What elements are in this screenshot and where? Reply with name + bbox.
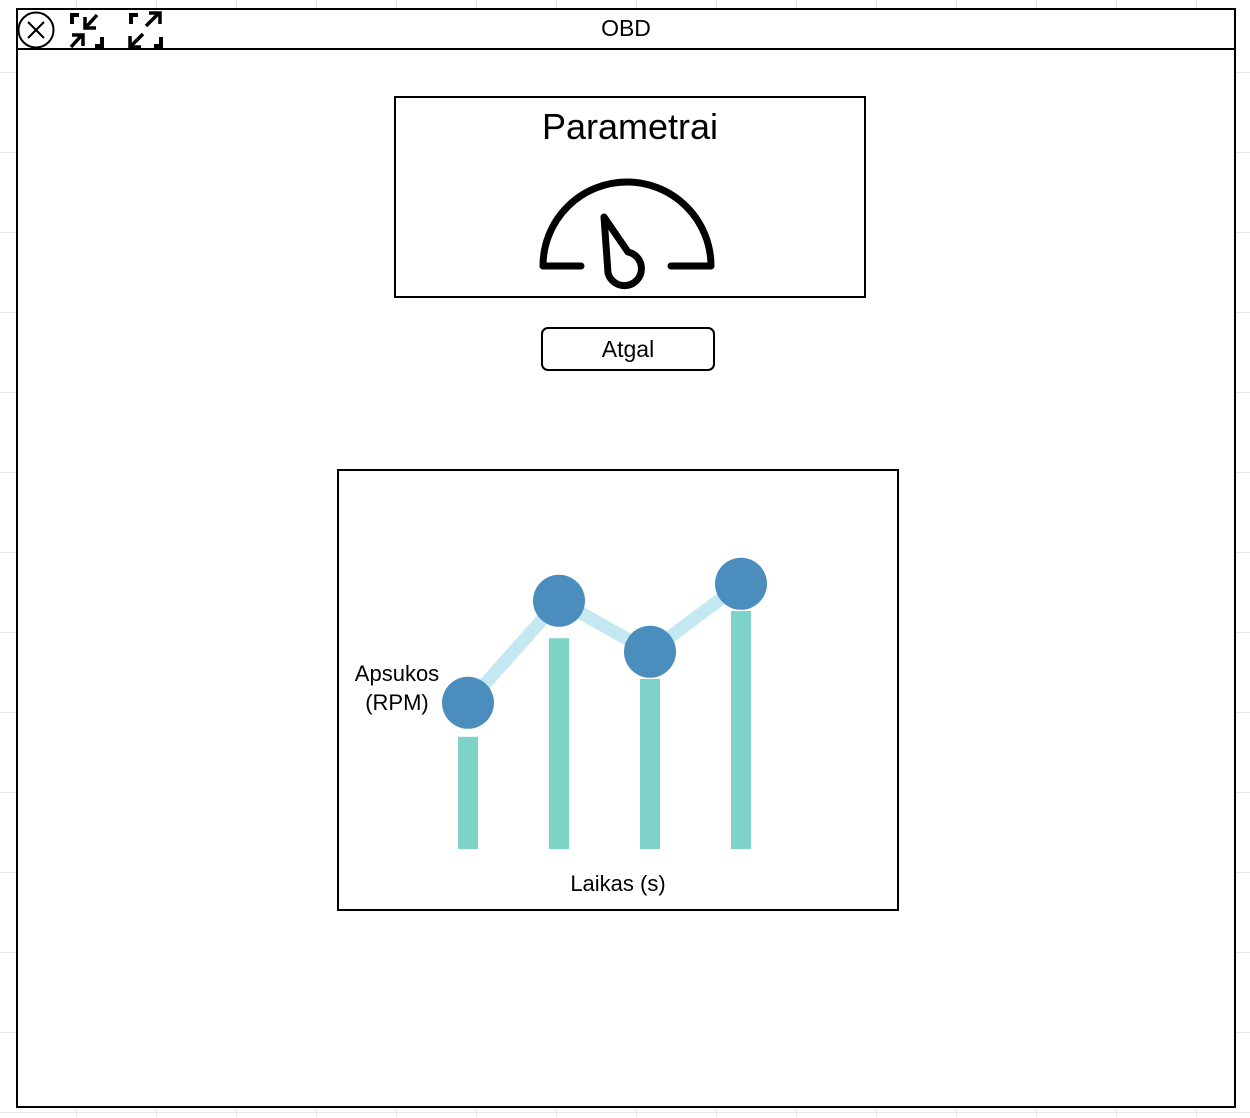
parameters-card[interactable]: Parametrai (394, 96, 866, 298)
shrink-icon (69, 13, 104, 49)
chart-bar (640, 679, 660, 849)
back-button[interactable]: Atgal (541, 327, 715, 371)
chart-line (463, 578, 745, 708)
parameters-title: Parametrai (541, 106, 719, 147)
shrink-button[interactable] (66, 10, 108, 50)
chart-x-axis-label: Laikas (s) (570, 871, 666, 896)
chart-point (624, 625, 676, 678)
close-button[interactable] (16, 10, 58, 50)
chart-bar (731, 611, 751, 849)
obd-window: OBD Parametrai Atgal Apsukos (RPM) Laika… (16, 8, 1236, 1108)
rpm-chart: Apsukos (RPM) Laikas (s) (337, 469, 899, 911)
expand-icon (128, 11, 163, 49)
window-titlebar: OBD (16, 10, 1234, 50)
gauge-icon (539, 178, 715, 290)
chart-bar (458, 736, 478, 849)
chart-point (442, 676, 494, 729)
chart-y-axis-label-line2: (RPM) (365, 690, 429, 715)
chart-point (715, 557, 767, 610)
window-title: OBD (601, 15, 651, 41)
chart-bar (549, 638, 569, 849)
close-icon (17, 11, 55, 49)
rpm-chart-plot (442, 557, 767, 849)
chart-point (533, 574, 585, 627)
chart-y-axis-label-line1: Apsukos (354, 661, 440, 686)
expand-button[interactable] (125, 10, 167, 50)
chart-y-axis-label: Apsukos (RPM) (347, 659, 447, 717)
